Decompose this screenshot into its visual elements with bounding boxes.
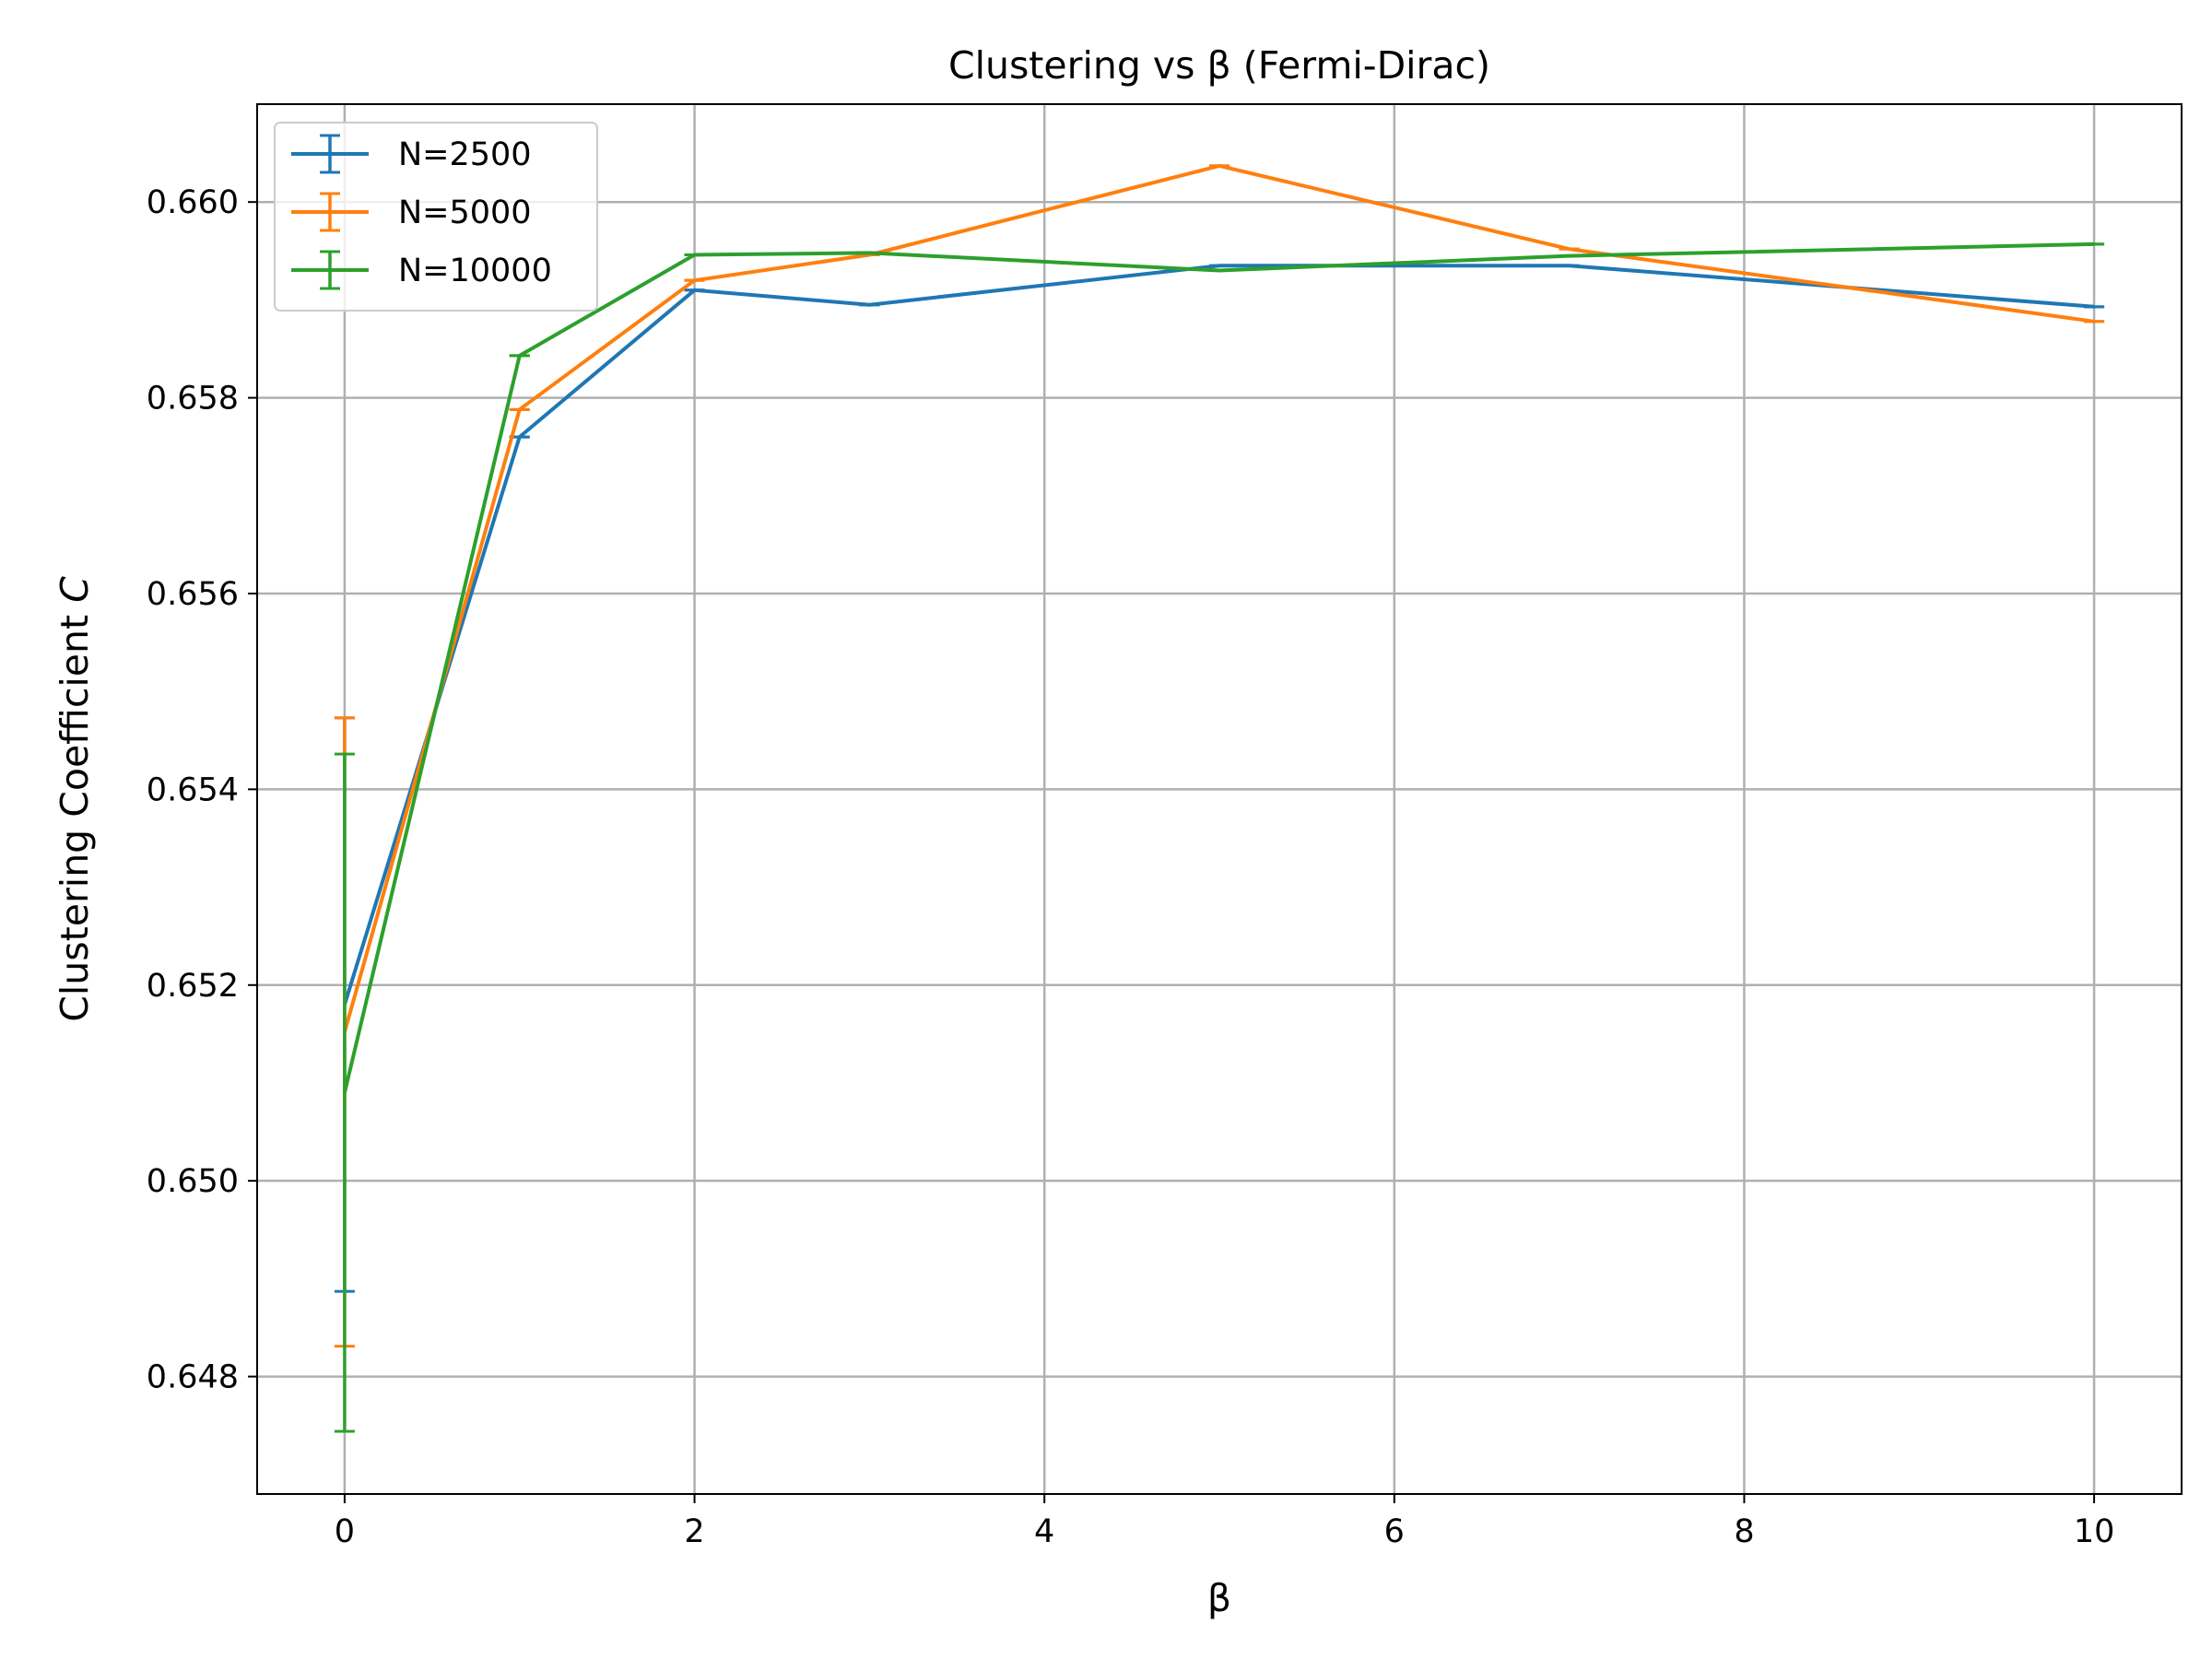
plot-frame — [256, 103, 2183, 1495]
x-axis-title: β — [1207, 1576, 1231, 1620]
legend-entry: N=2500 — [291, 134, 532, 174]
legend-entry: N=10000 — [291, 250, 552, 290]
legend-label: N=2500 — [398, 136, 532, 173]
x-tick-label: 10 — [2074, 1513, 2115, 1550]
y-tick-label: 0.658 — [147, 381, 239, 418]
y-axis-title: Clustering Coefficient C — [53, 576, 97, 1022]
error-bar — [334, 752, 355, 1433]
legend-label: N=5000 — [398, 194, 532, 231]
grid-layer — [257, 104, 2182, 1494]
chart-title: Clustering vs β (Fermi-Dirac) — [948, 43, 1490, 88]
x-tick-label: 8 — [1734, 1513, 1754, 1550]
y-tick-label: 0.648 — [147, 1359, 239, 1396]
x-tick-label: 0 — [335, 1513, 355, 1550]
legend-label: N=10000 — [398, 253, 552, 289]
legend: N=2500 N=5000 N=10000 — [274, 122, 598, 312]
y-axis-title-text: Clustering Coefficient — [53, 615, 97, 1022]
legend-entry: N=5000 — [291, 192, 532, 232]
y-tick-label: 0.650 — [147, 1163, 239, 1200]
tick-layer: 0 2 4 6 8 10 0.648 0.650 0.652 0.654 0.656 0.658 0.6… — [147, 184, 2115, 1550]
y-tick-label: 0.656 — [147, 576, 239, 613]
series-N=10000 — [334, 241, 2105, 1433]
y-axis-title-symbol: C — [53, 576, 97, 603]
x-tick-label: 4 — [1034, 1513, 1054, 1550]
y-tick-label: 0.654 — [147, 771, 239, 808]
x-tick-label: 6 — [1384, 1513, 1405, 1550]
series-layer — [334, 163, 2105, 1433]
y-tick-label: 0.652 — [147, 968, 239, 1005]
x-tick-label: 2 — [684, 1513, 704, 1550]
y-tick-label: 0.660 — [147, 184, 239, 221]
legend-frame — [274, 122, 598, 312]
